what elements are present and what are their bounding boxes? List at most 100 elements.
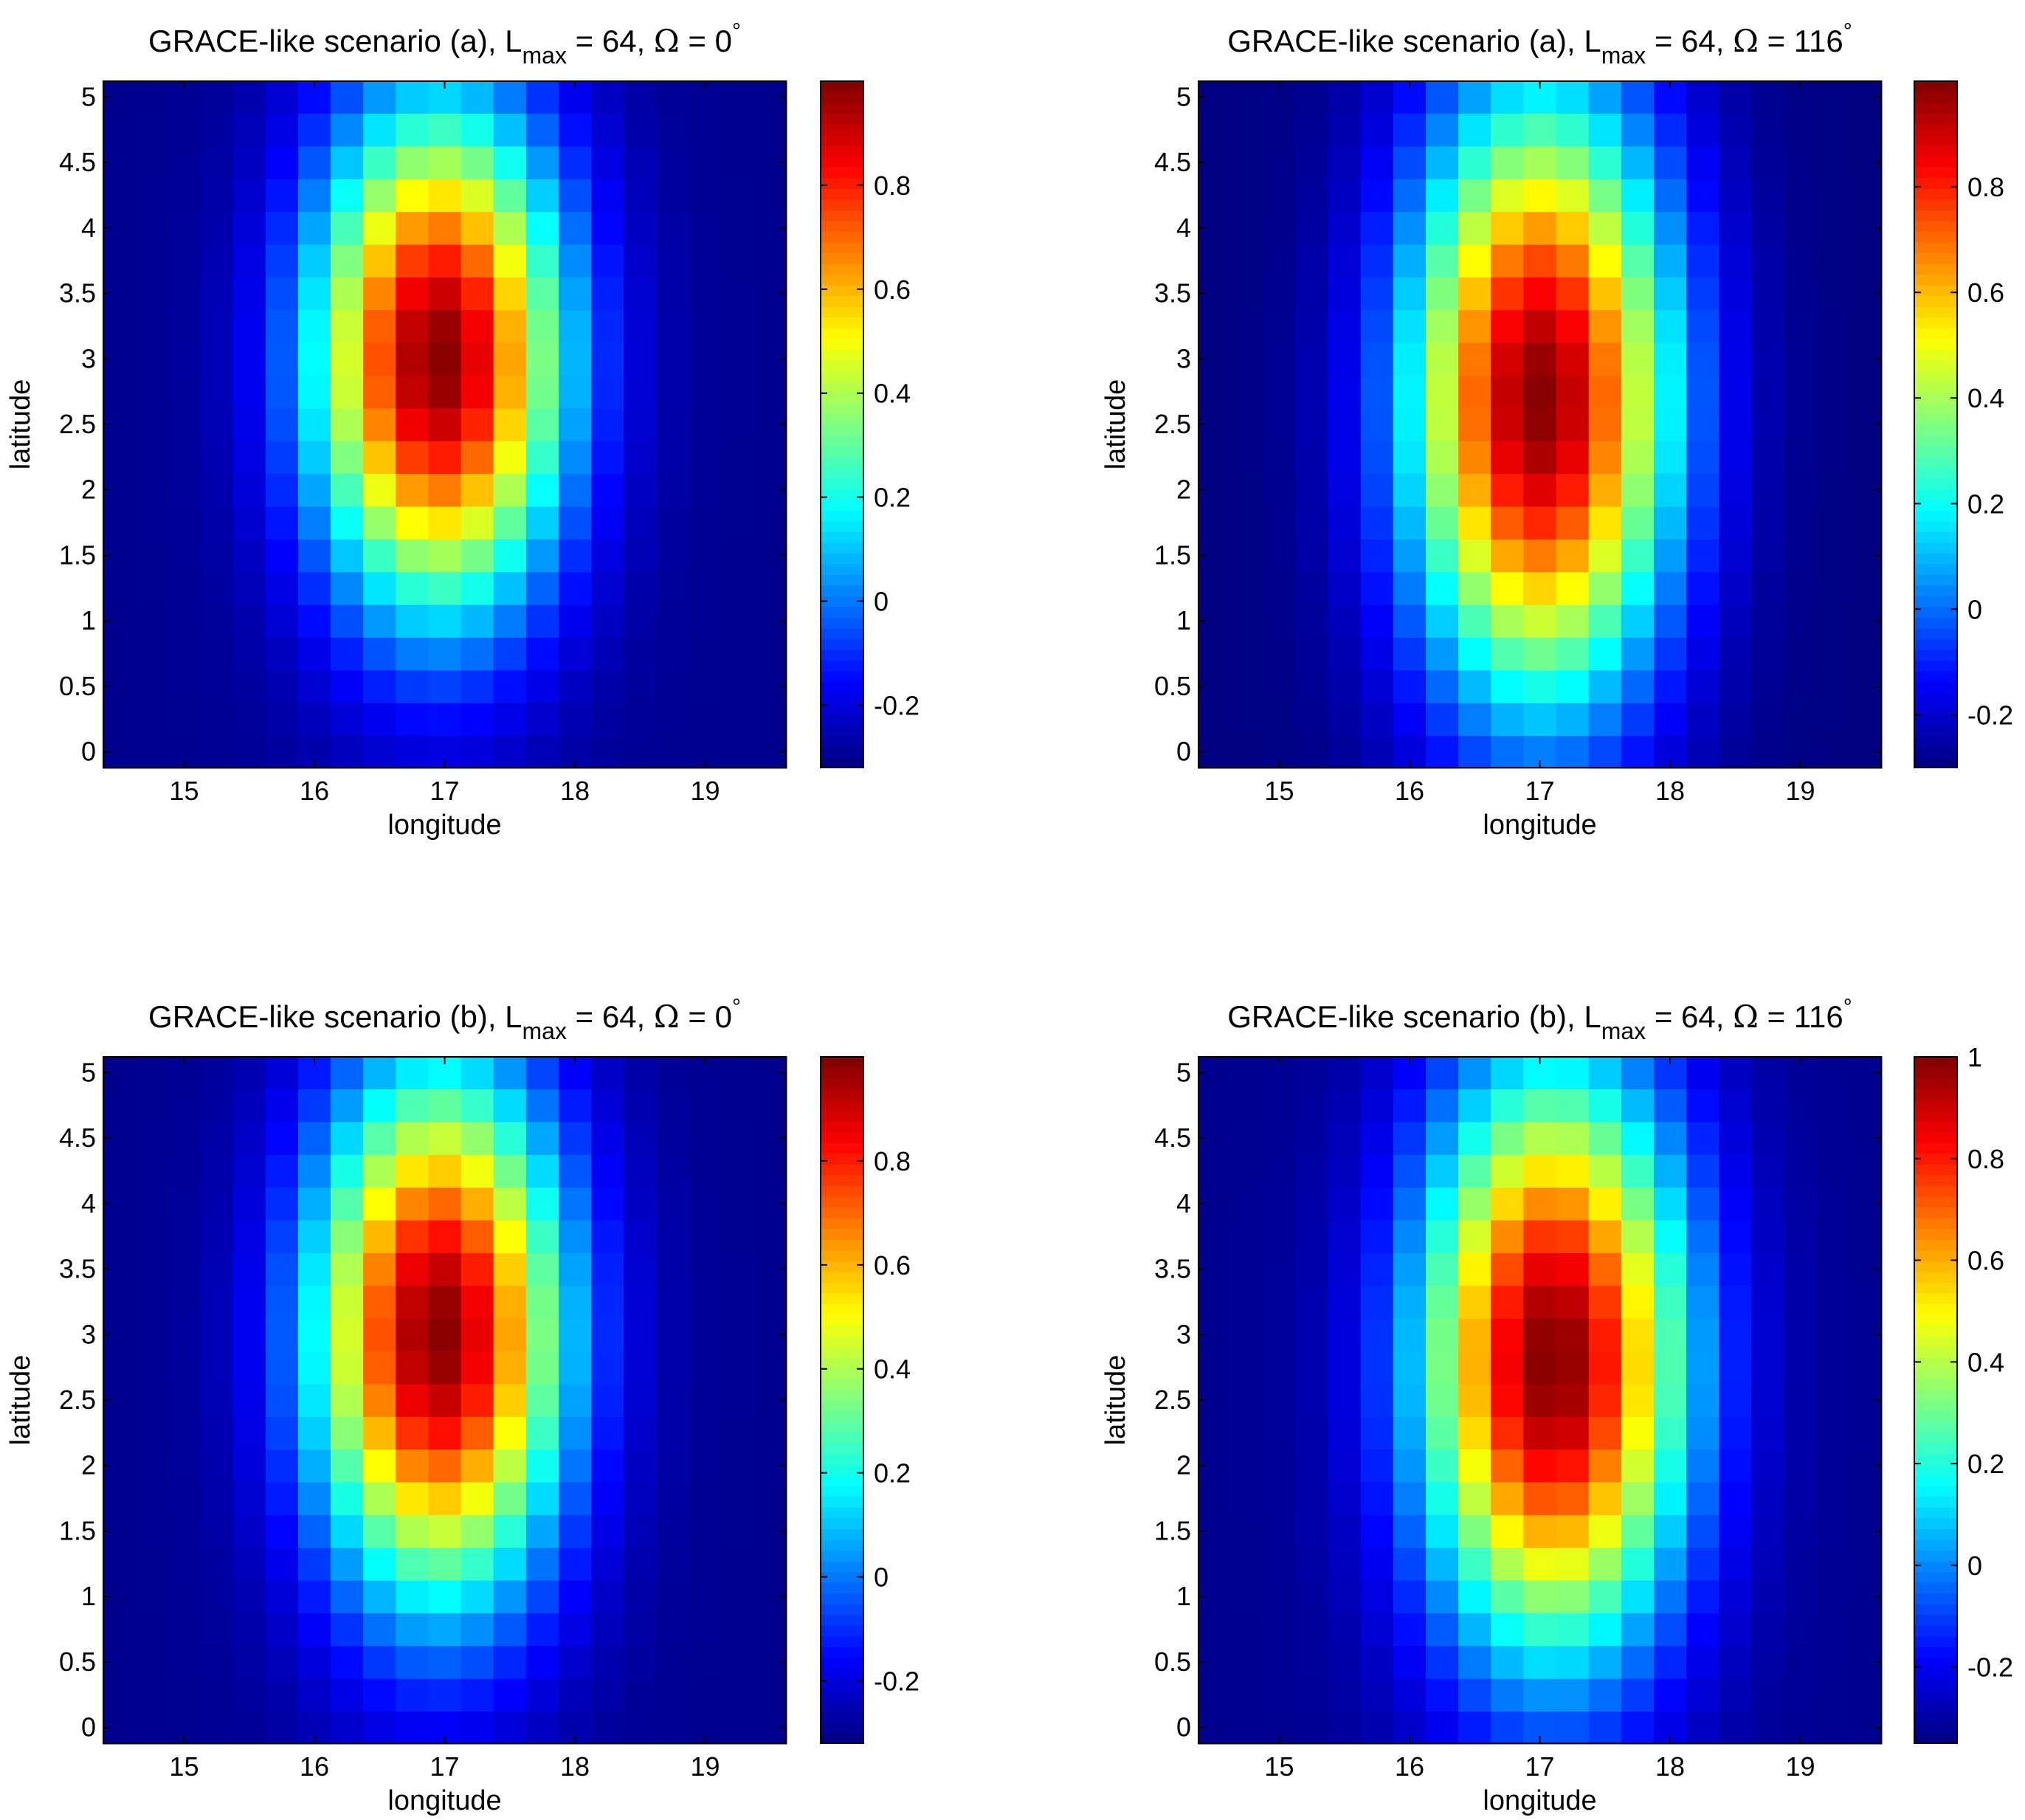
heatmap-cell [396,604,430,638]
heatmap-cell [1719,1285,1752,1319]
x-tick-label: 15 [1264,776,1294,806]
heatmap-cell [1295,1351,1329,1385]
heatmap-cell [1556,473,1590,507]
heatmap-cell [1621,1645,1655,1679]
colorbar-segment [821,585,863,597]
heatmap-cell [200,506,234,540]
heatmap-cell [1263,1318,1297,1352]
colorbar-segment [1914,714,1957,725]
heatmap-cell [1523,244,1557,278]
colorbar-segment [821,1078,863,1090]
heatmap-cell [1784,703,1818,737]
heatmap-cell [363,571,396,605]
colorbar-tick-label: 0 [874,1562,889,1593]
heatmap-cell [200,342,234,376]
heatmap-cell [168,407,201,441]
colorbar-segment [821,1271,863,1283]
heatmap-cell [396,145,430,179]
x-tick-label: 18 [560,1751,590,1782]
colorbar-segment [1914,510,1957,522]
heatmap-cell [1458,1514,1491,1548]
heatmap-cell [297,145,331,179]
colorbar-frame [820,80,864,768]
heatmap-cell [297,1121,331,1155]
heatmap-cell [297,1219,331,1253]
heatmap-cell [232,179,266,213]
heatmap-cell [656,1678,690,1712]
heatmap-cell [1426,145,1459,179]
heatmap-cell [721,145,755,179]
heatmap-cell [1621,1547,1655,1581]
heatmap-cell [1751,1481,1785,1515]
heatmap-cell [656,309,690,343]
y-tick-label: 0 [1176,1712,1191,1743]
heatmap-cell [1360,1383,1394,1417]
heatmap-cell [135,703,168,737]
heatmap-cell [1491,1351,1525,1385]
colorbar-segment [821,435,863,447]
colorbar-segment [1914,1678,1957,1690]
heatmap-cell [558,703,592,737]
heatmap-cell [558,1351,592,1385]
heatmap-cell [1556,1252,1590,1286]
heatmap-cell [1458,1089,1491,1123]
colorbar-segment [1914,1657,1957,1669]
heatmap-cell [1198,1351,1231,1385]
colorbar-segment [821,1303,863,1315]
heatmap-cell [460,1187,494,1221]
heatmap-cell [396,80,430,114]
heatmap-cell [200,1613,234,1647]
colorbar-segment [1914,134,1957,146]
heatmap-cells [1198,80,1883,769]
heatmap-cell [1784,407,1818,441]
heatmap-cell [1816,571,1850,605]
heatmap-cell [1686,211,1719,245]
colorbar-segment [821,1453,863,1465]
heatmap-cell [1751,145,1785,179]
heatmap-cell [493,703,527,737]
heatmap-cell [1393,1416,1427,1450]
heatmap-cell [493,1351,527,1385]
heatmap-cell [1816,1089,1850,1123]
heatmap-cell [1263,1449,1297,1483]
heatmap-cell [428,1383,462,1417]
colorbar-segment [821,1689,863,1701]
heatmap-cell [460,309,494,343]
heatmap-cell [363,1089,396,1123]
heatmap-cell [1784,179,1818,213]
colorbar-segment [1914,1325,1957,1337]
heatmap-cell [1328,1219,1362,1253]
colorbar-segment [1914,1089,1957,1100]
x-tick-label: 17 [1525,1751,1554,1782]
heatmap-cell [493,1449,527,1483]
heatmap-cell [1719,473,1752,507]
heatmap-cell [493,1645,527,1679]
heatmap-cell [1653,1154,1687,1188]
heatmap-cell [168,113,201,147]
heatmap-cell [525,277,559,311]
heatmap-cell [1751,277,1785,311]
heatmap-cell [297,604,331,638]
heatmap-cell [1426,211,1459,245]
heatmap-cell [1751,1613,1785,1647]
heatmap-cell [1686,1318,1719,1352]
y-tick-label: 1.5 [1154,1515,1191,1545]
colorbar-segment [1914,1100,1957,1111]
heatmap-cell [558,179,592,213]
heatmap-cell [1621,1285,1655,1319]
heatmap-cell [558,1416,592,1450]
heatmap-cell [1230,637,1263,671]
heatmap-cell [135,80,168,114]
heatmap-cell [1230,1678,1263,1712]
heatmap-cell [656,441,690,475]
heatmap-cell [689,179,722,213]
colorbar: -0.200.20.40.60.8 [820,80,920,768]
title-omega: Ω [1733,23,1759,59]
colorbar-segment [821,156,863,168]
heatmap-cell [558,1481,592,1515]
heatmap-cell [1198,375,1231,409]
heatmap-cell [1263,604,1297,638]
heatmap-cell [135,1154,168,1188]
heatmap-cell [1426,703,1459,737]
heatmap-cell [1426,1121,1459,1155]
